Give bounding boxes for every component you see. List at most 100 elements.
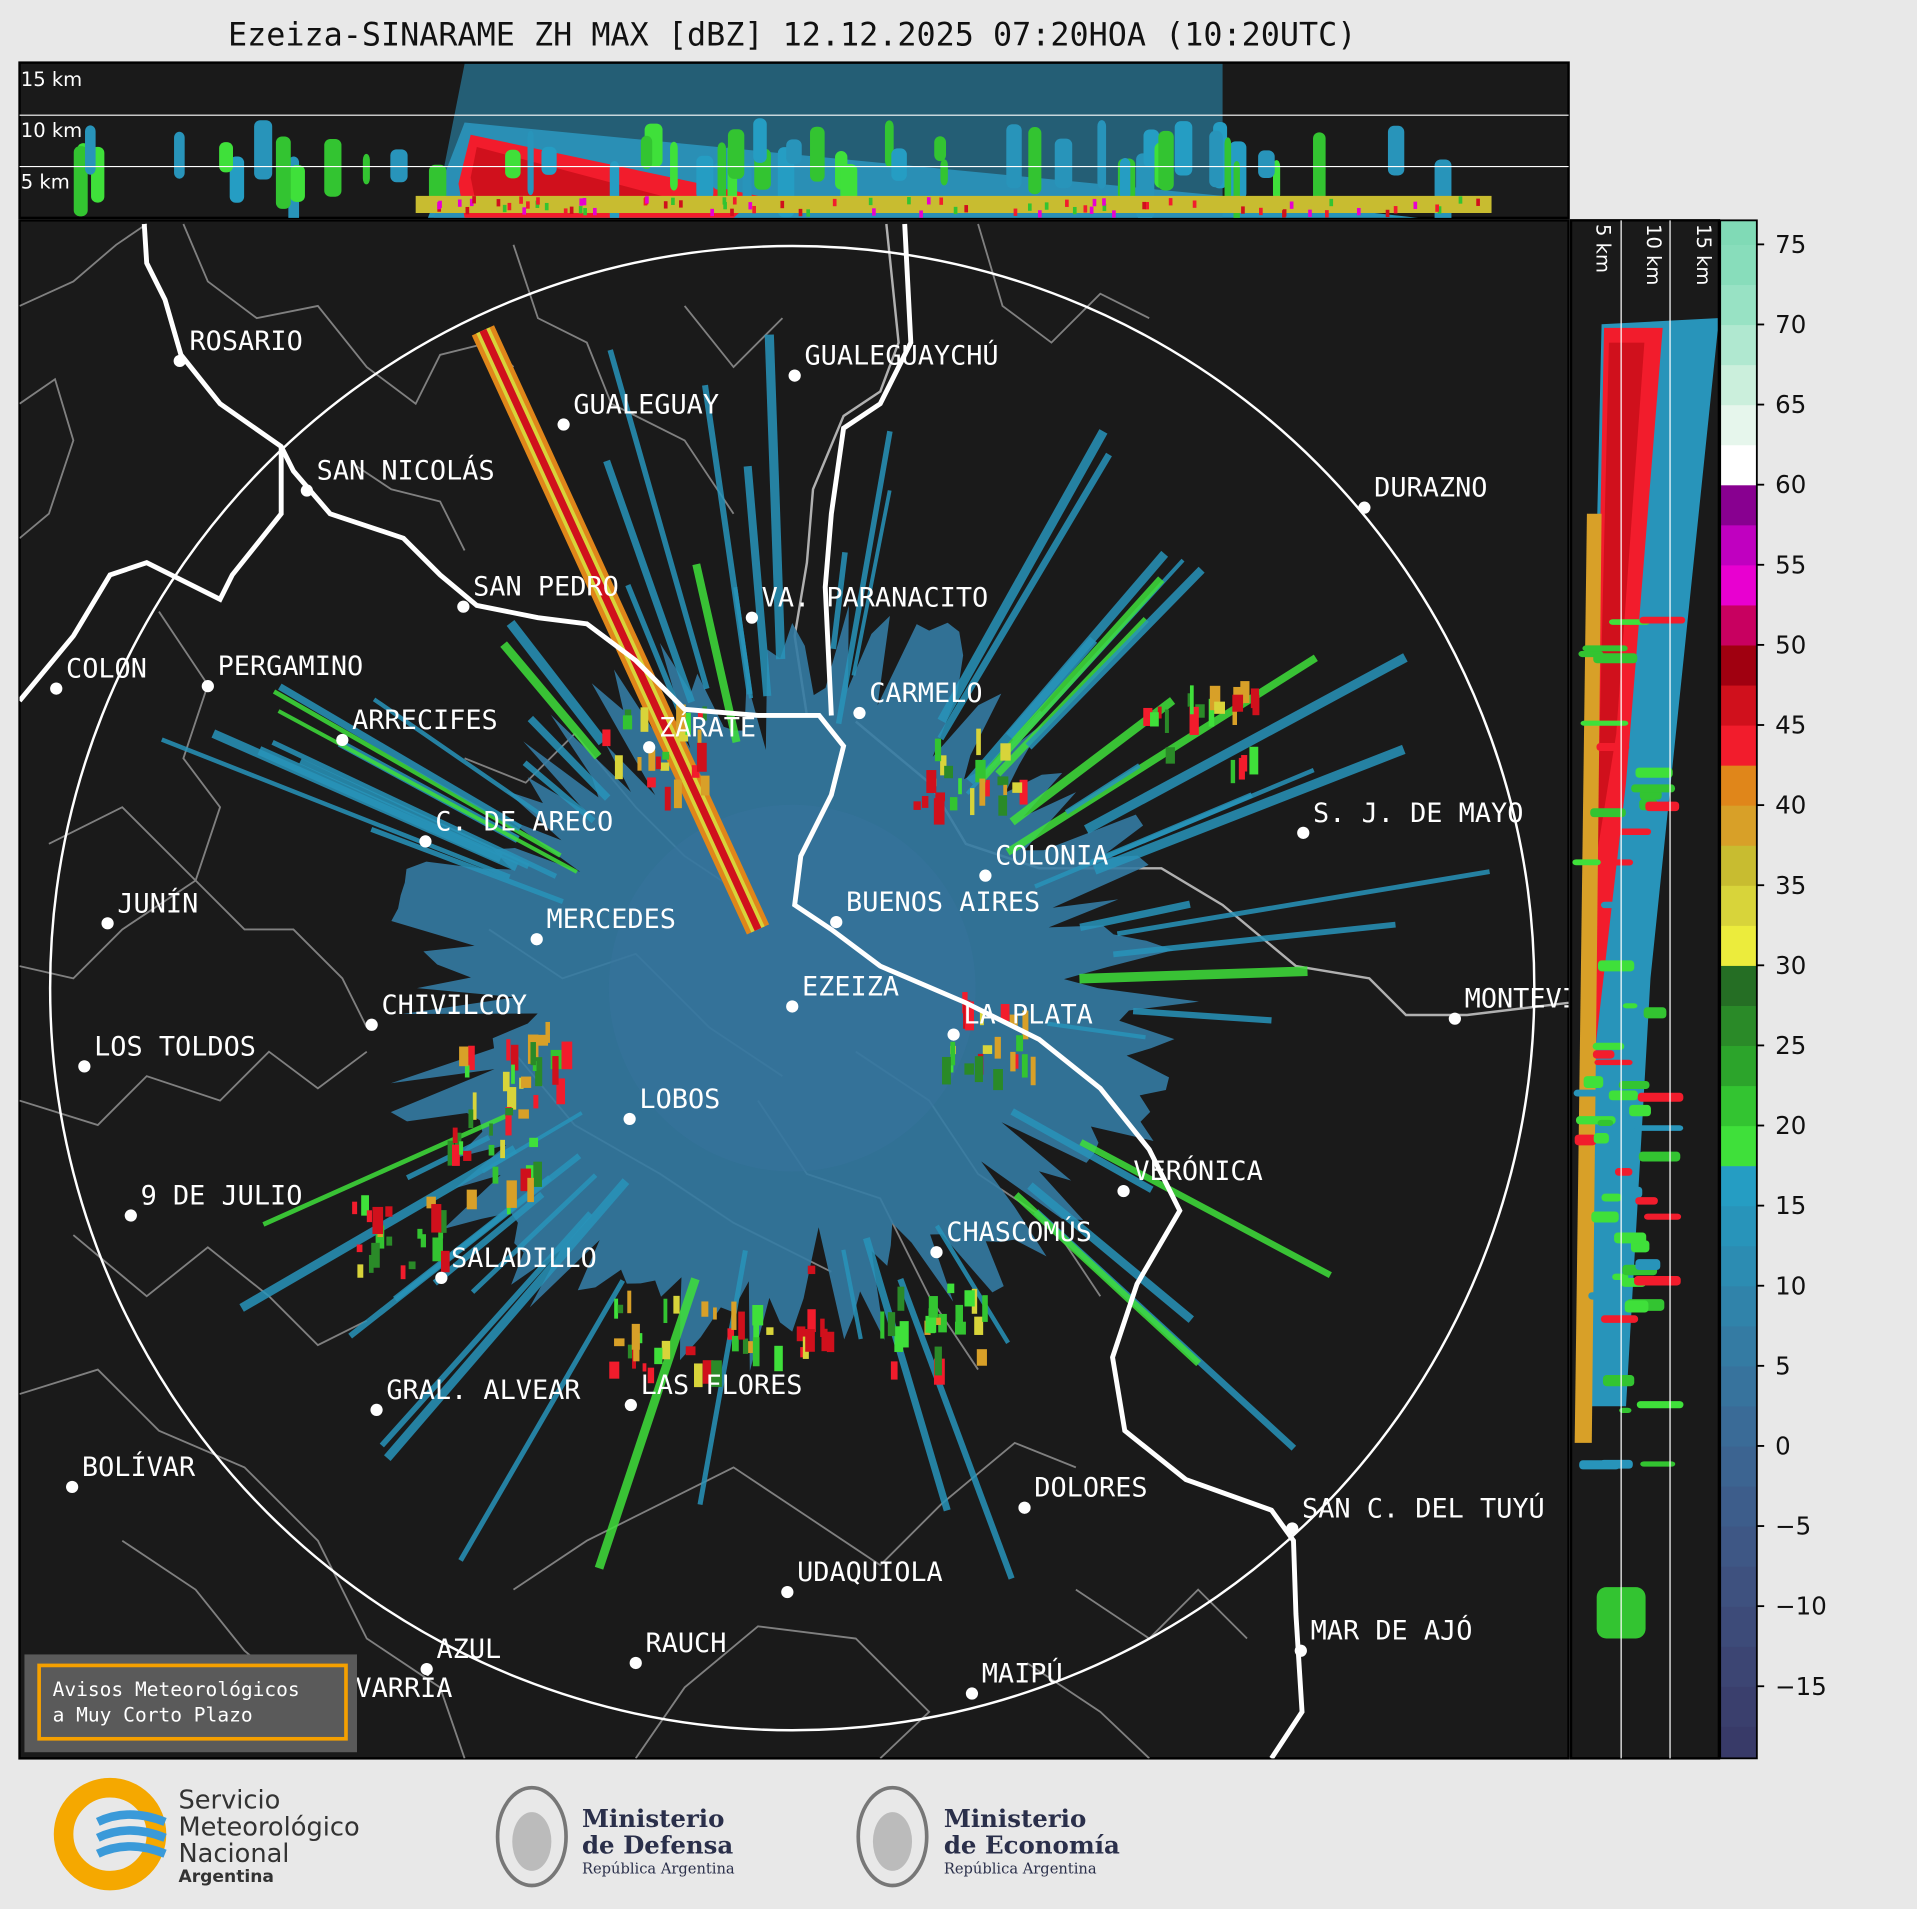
title: Ezeiza-SINARAME ZH MAX [dBZ] 12.12.2025 …: [228, 18, 1356, 54]
echo-cell: [541, 146, 557, 175]
echo-streak: [1064, 763, 1141, 815]
echo-cell: [1164, 709, 1169, 733]
echo-cell: [371, 1242, 380, 1268]
echo-cell: [982, 1045, 993, 1054]
echo-cell: [556, 1078, 566, 1105]
echo-cell: [832, 198, 837, 207]
echo-cell: [582, 197, 587, 206]
city-label: SALADILLO: [451, 1243, 597, 1274]
echo-cell: [1038, 210, 1042, 218]
echo-cell: [1021, 1054, 1028, 1078]
echo-cell: [532, 1061, 537, 1072]
height-label: 10 km: [1642, 224, 1665, 285]
echo-cell: [933, 798, 945, 825]
echo-streak: [841, 1249, 863, 1340]
echo-cell: [1580, 720, 1629, 726]
echo-streak: [370, 826, 564, 904]
echo-cell: [1329, 198, 1334, 207]
echo-cell: [880, 1311, 885, 1339]
notice-box[interactable]: [24, 1654, 357, 1753]
echo-cell: [766, 1327, 774, 1335]
echo-cell: [998, 795, 1008, 816]
echo-cell: [642, 1363, 647, 1372]
echo-cell: [1624, 1300, 1649, 1313]
color-band: [1720, 1566, 1757, 1607]
echo-cell: [774, 1345, 783, 1372]
echo-cell: [1592, 1042, 1625, 1050]
echo-cell: [533, 1094, 539, 1109]
echo-cell: [1629, 1104, 1651, 1117]
city-dot: [365, 1018, 378, 1031]
echo-cell: [1044, 202, 1049, 210]
echo-cell: [955, 1304, 963, 1323]
city-label: LAS FLORES: [641, 1370, 803, 1401]
echo-cell: [1282, 209, 1287, 217]
echo-cell: [753, 118, 767, 163]
color-band: [1720, 1526, 1757, 1567]
echo-cell: [807, 1309, 816, 1333]
echo-streak: [1079, 966, 1308, 984]
echo-streak: [393, 1175, 552, 1302]
echo-cell: [522, 207, 527, 215]
echo-cell: [1189, 706, 1199, 735]
echo-cell: [569, 206, 574, 214]
echo-cell: [872, 208, 876, 216]
echo-streak: [697, 1250, 748, 1505]
echo-cell: [654, 1347, 663, 1365]
echo-cell: [472, 1092, 477, 1120]
echo-cell: [993, 1069, 1003, 1091]
echo-cell: [752, 205, 756, 214]
echo-cell: [1634, 1276, 1681, 1286]
echo-cell: [400, 1265, 406, 1280]
color-band: [1720, 965, 1757, 1006]
echo-cell: [507, 1087, 517, 1110]
echo-streak: [277, 709, 578, 874]
echo-cell: [592, 207, 597, 216]
echo-cell: [506, 1180, 517, 1208]
city-dot: [853, 706, 866, 720]
echo-cell: [431, 1204, 442, 1233]
echo-streak: [1113, 921, 1396, 958]
color-band: [1720, 1445, 1757, 1487]
echo-cell: [935, 792, 946, 802]
echo-cell: [627, 1290, 632, 1314]
echo-cell: [527, 130, 534, 196]
city-label: VA. PARANACITO: [762, 583, 989, 614]
echo-cell: [661, 1340, 671, 1360]
colorbar-tick-label: 5: [1775, 1351, 1791, 1380]
echo-cell: [505, 1106, 512, 1136]
echo-cell: [533, 1161, 542, 1187]
echo-cell: [637, 757, 642, 771]
echo-cell: [1593, 1132, 1609, 1144]
city-label: BUENOS AIRES: [846, 887, 1040, 918]
echo-streak: [830, 551, 848, 650]
echo-cell: [602, 729, 611, 747]
river-line: [793, 223, 900, 716]
echo-cell: [459, 1141, 464, 1155]
city-label: VERÓNICA: [1133, 1155, 1262, 1187]
city-dot: [781, 1585, 794, 1599]
color-band: [1720, 765, 1757, 806]
echo-streak: [978, 576, 1165, 782]
echo-band: [415, 195, 1492, 214]
height-label: 5 km: [21, 171, 70, 194]
echo-cell: [1637, 1092, 1684, 1102]
color-band: [1720, 925, 1757, 966]
echo-cell: [798, 208, 803, 217]
echo-cell: [685, 712, 691, 735]
echo-cell: [633, 1342, 640, 1362]
color-band: [1720, 724, 1757, 766]
city-dot: [830, 915, 843, 929]
echo-cell: [919, 210, 923, 218]
echo-cell: [254, 120, 273, 180]
echo-cell: [954, 1321, 966, 1335]
echo-cell: [806, 209, 811, 217]
city-label: CHIVILCOY: [381, 990, 527, 1021]
echo-cell: [357, 1264, 364, 1278]
echo-cell: [933, 1317, 941, 1326]
echo-cell: [1165, 747, 1175, 764]
echo-cell: [950, 1041, 956, 1066]
city-dot: [745, 611, 758, 624]
